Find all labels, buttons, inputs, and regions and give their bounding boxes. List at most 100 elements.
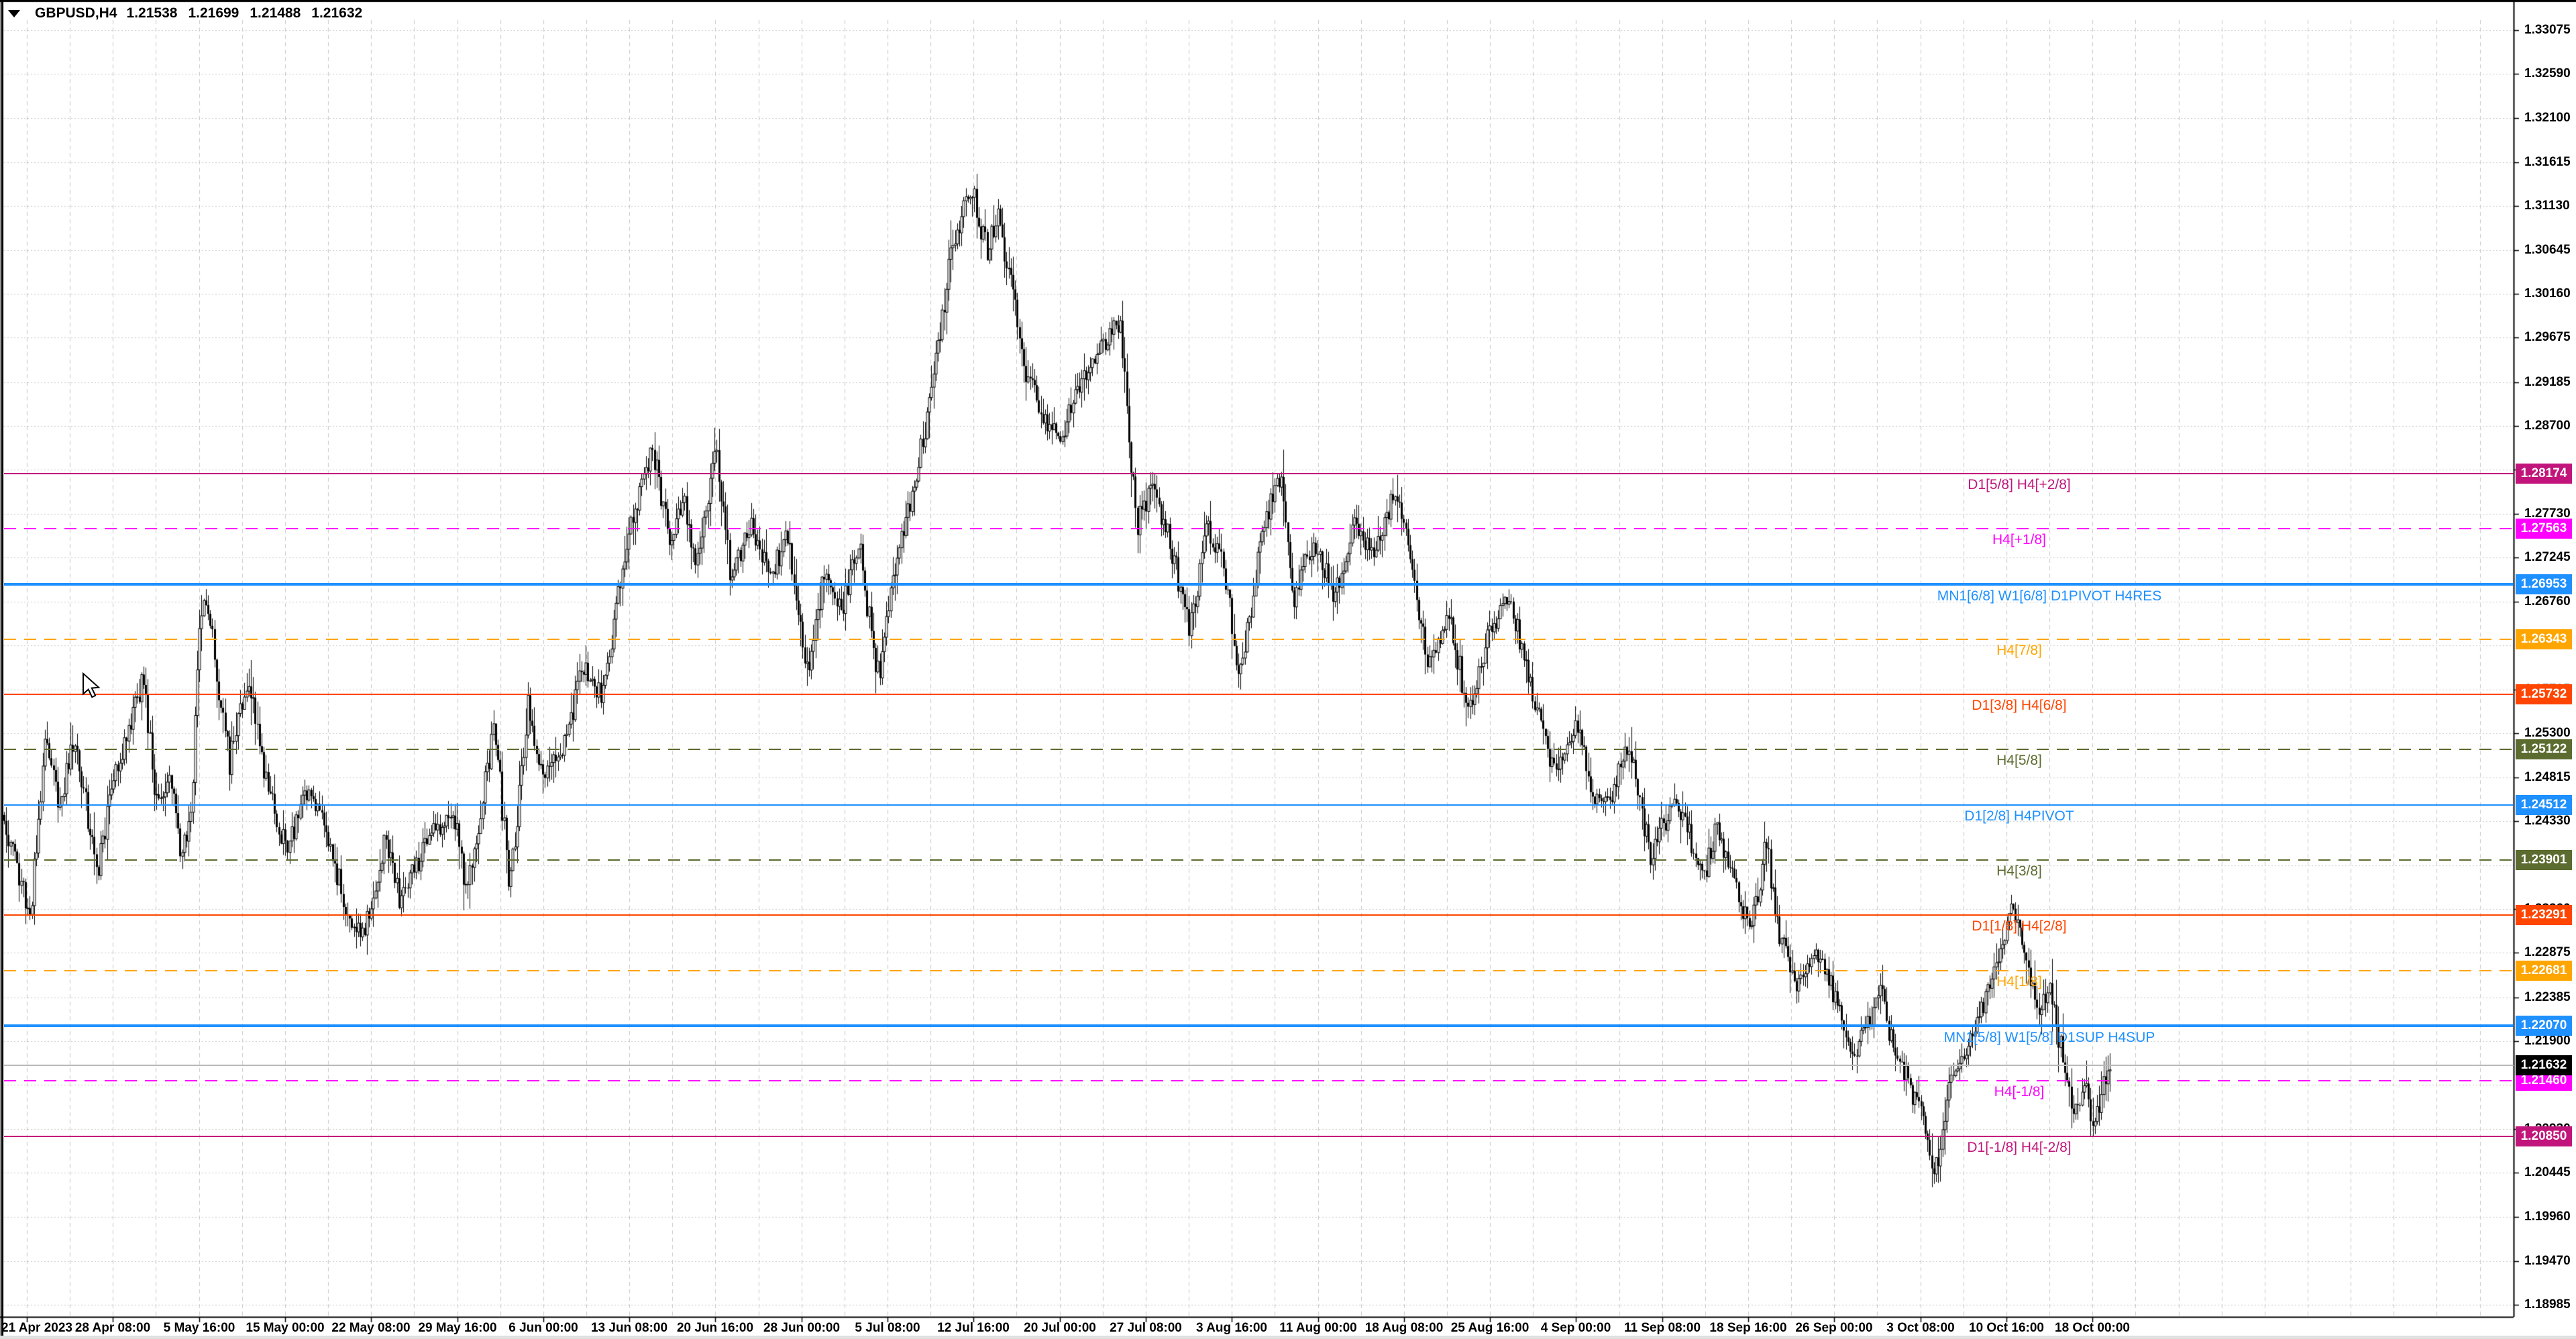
time-axis-label: 5 Jul 08:00 (855, 1321, 920, 1335)
price-axis-label: 1.18985 (2524, 1297, 2571, 1311)
level-label: MN1[5/8] W1[5/8] D1SUP H4SUP (1943, 1029, 2155, 1045)
level-line[interactable] (4, 472, 2514, 474)
level-line[interactable] (4, 804, 2514, 806)
price-axis-label: 1.27730 (2524, 506, 2571, 521)
time-axis-label: 18 Aug 08:00 (1364, 1321, 1444, 1335)
bid-price-line[interactable] (4, 1065, 2514, 1067)
time-axis-label: 26 Sep 00:00 (1795, 1321, 1873, 1335)
level-price-badge: 1.22681 (2516, 960, 2572, 981)
level-line[interactable] (4, 969, 2514, 971)
symbol-dropdown-caret-icon[interactable] (8, 9, 20, 17)
level-label: H4[3/8] (1996, 863, 2042, 879)
time-axis-label: 10 Oct 16:00 (1969, 1321, 2044, 1335)
level-price-badge: 1.23291 (2516, 905, 2572, 926)
price-axis-label: 1.24815 (2524, 769, 2571, 784)
price-axis-label: 1.22875 (2524, 945, 2571, 960)
level-price-badge: 1.22070 (2516, 1015, 2572, 1036)
symbol-info-bar: GBPUSD,H4 1.21538 1.21699 1.21488 1.2163… (8, 5, 362, 21)
time-axis-label: 5 May 16:00 (163, 1321, 235, 1335)
level-line[interactable] (4, 914, 2514, 916)
price-axis-label: 1.19960 (2524, 1209, 2571, 1224)
time-axis-label: 15 May 00:00 (246, 1321, 325, 1335)
price-axis-label: 1.22385 (2524, 989, 2571, 1004)
time-axis-label: 20 Jul 00:00 (1024, 1321, 1096, 1335)
time-axis-label: 11 Aug 00:00 (1279, 1321, 1357, 1335)
price-axis-label: 1.29675 (2524, 330, 2571, 345)
level-label: H4[7/8] (1996, 642, 2042, 658)
level-line[interactable] (4, 694, 2514, 696)
level-price-badge: 1.25732 (2516, 684, 2572, 705)
price-axis-label: 1.20445 (2524, 1165, 2571, 1180)
time-axis-label: 21 Apr 2023 (1, 1321, 72, 1335)
price-axis-label: 1.30160 (2524, 286, 2571, 301)
price-axis-label: 1.25300 (2524, 726, 2571, 741)
level-line[interactable] (4, 582, 2514, 586)
level-label: D1[2/8] H4PIVOT (1964, 808, 2074, 824)
level-price-badge: 1.26343 (2516, 629, 2572, 649)
time-axis-label: 28 Jun 00:00 (763, 1321, 841, 1335)
level-label: D1[1/8] H4[2/8] (1972, 918, 2067, 934)
ohlc-low: 1.21488 (250, 5, 301, 21)
level-line[interactable] (4, 749, 2514, 751)
level-line[interactable] (4, 859, 2514, 861)
price-axis-label: 1.31615 (2524, 154, 2571, 169)
level-label: D1[3/8] H4[6/8] (1972, 698, 2067, 714)
level-label: H4[5/8] (1996, 753, 2042, 769)
level-label: MN1[6/8] W1[6/8] D1PIVOT H4RES (1937, 588, 2162, 604)
symbol-title: GBPUSD,H4 (35, 5, 117, 21)
time-axis-label: 3 Oct 08:00 (1886, 1321, 1955, 1335)
level-label: H4[-1/8] (1994, 1084, 2045, 1100)
level-price-badge: 1.26953 (2516, 574, 2572, 594)
time-axis-label: 29 May 16:00 (418, 1321, 497, 1335)
level-label: H4[+1/8] (1992, 532, 2046, 548)
price-axis-label: 1.26760 (2524, 594, 2571, 608)
time-axis-label: 11 Sep 08:00 (1623, 1321, 1701, 1335)
time-axis-label: 6 Jun 00:00 (508, 1321, 578, 1335)
bid-price-badge: 1.21632 (2516, 1055, 2572, 1076)
level-label: D1[5/8] H4[+2/8] (1968, 476, 2071, 492)
time-axis-label: 20 Jun 16:00 (676, 1321, 754, 1335)
price-axis-label: 1.32590 (2524, 66, 2571, 81)
time-axis-label: 22 May 08:00 (331, 1321, 411, 1335)
time-axis-label: 28 Apr 08:00 (74, 1321, 151, 1335)
level-price-badge: 1.27563 (2516, 519, 2572, 539)
time-axis-label: 25 Aug 16:00 (1450, 1321, 1529, 1335)
level-line[interactable] (4, 1024, 2514, 1027)
time-axis-label: 27 Jul 08:00 (1110, 1321, 1182, 1335)
window-bottom-edge (0, 1336, 2576, 1339)
ohlc-high: 1.21699 (188, 5, 239, 21)
level-line[interactable] (4, 1135, 2514, 1137)
ohlc-close: 1.21632 (311, 5, 363, 21)
level-price-badge: 1.25122 (2516, 739, 2572, 760)
price-axis-label: 1.32100 (2524, 111, 2571, 125)
price-axis-label: 1.30645 (2524, 242, 2571, 257)
time-axis-label: 18 Oct 00:00 (2055, 1321, 2130, 1335)
price-axis-label: 1.24330 (2524, 814, 2571, 828)
level-line[interactable] (4, 638, 2514, 640)
level-price-badge: 1.20850 (2516, 1126, 2572, 1146)
time-axis-label: 12 Jul 16:00 (937, 1321, 1010, 1335)
price-axis-label: 1.31130 (2524, 199, 2570, 213)
level-line[interactable] (4, 1080, 2514, 1082)
level-price-badge: 1.24512 (2516, 794, 2572, 815)
level-line[interactable] (4, 528, 2514, 530)
price-axis-label: 1.29185 (2524, 374, 2571, 389)
ohlc-open: 1.21538 (126, 5, 178, 21)
level-label: D1[-1/8] H4[-2/8] (1967, 1139, 2072, 1155)
level-price-badge: 1.28174 (2516, 463, 2572, 484)
time-axis-label: 4 Sep 00:00 (1540, 1321, 1611, 1335)
time-axis-label: 18 Sep 16:00 (1709, 1321, 1787, 1335)
time-axis-label: 13 Jun 08:00 (590, 1321, 668, 1335)
price-axis-label: 1.19470 (2524, 1253, 2571, 1268)
ohlc-readout: 1.21538 1.21699 1.21488 1.21632 (127, 5, 363, 21)
time-axis-label: 3 Aug 16:00 (1196, 1321, 1267, 1335)
price-axis-label: 1.28700 (2524, 418, 2571, 433)
price-axis-label: 1.21900 (2524, 1033, 2571, 1048)
level-price-badge: 1.23901 (2516, 850, 2572, 871)
price-axis-label: 1.33075 (2524, 23, 2571, 37)
